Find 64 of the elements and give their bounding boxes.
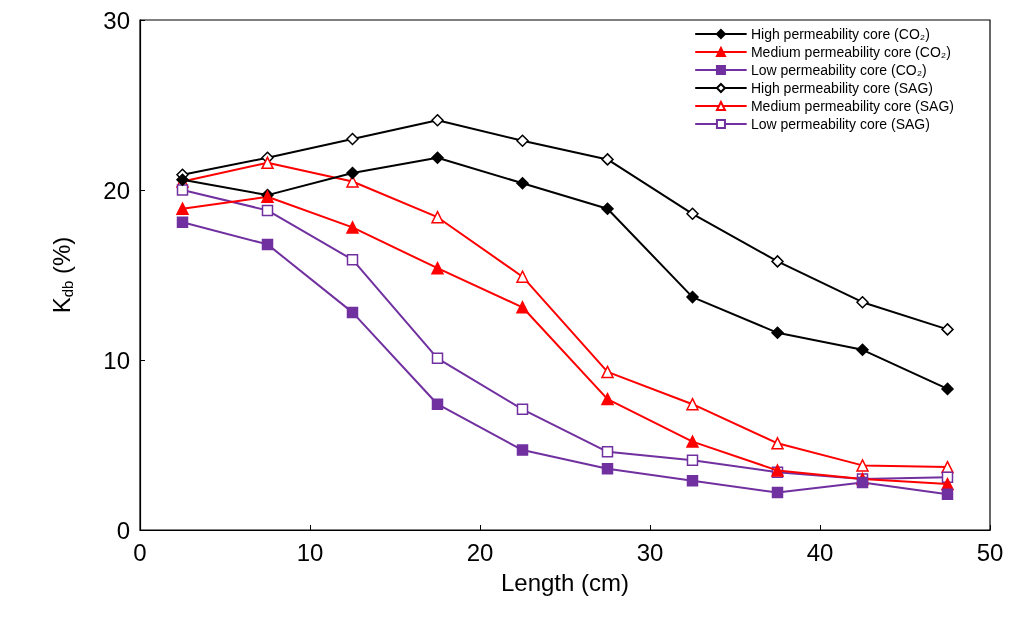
point bbox=[261, 204, 274, 217]
legend-label: High permeability core (CO₂) bbox=[750, 26, 930, 42]
point bbox=[516, 403, 529, 416]
x-tick-label: 40 bbox=[806, 538, 834, 566]
point bbox=[601, 392, 614, 406]
x-tick-label: 10 bbox=[296, 538, 324, 566]
point bbox=[856, 459, 869, 472]
point bbox=[261, 156, 274, 170]
point bbox=[686, 435, 699, 448]
point bbox=[771, 486, 784, 499]
point bbox=[516, 444, 529, 456]
point bbox=[346, 132, 359, 146]
point bbox=[431, 210, 444, 224]
x-tick-label: 20 bbox=[466, 538, 494, 566]
point bbox=[516, 176, 529, 190]
point bbox=[176, 202, 189, 215]
point bbox=[686, 474, 699, 487]
point bbox=[516, 270, 529, 283]
legend-label: High permeability core (SAG) bbox=[750, 80, 933, 96]
point bbox=[176, 184, 189, 196]
point bbox=[771, 326, 784, 340]
point bbox=[941, 488, 954, 501]
point bbox=[686, 290, 699, 304]
x-tick-label: 30 bbox=[636, 538, 664, 566]
point bbox=[261, 238, 274, 251]
x-tick-label: 0 bbox=[133, 538, 147, 566]
point bbox=[771, 255, 784, 268]
point bbox=[431, 398, 444, 410]
y-axis-title: Kdb (%) bbox=[48, 236, 76, 314]
point bbox=[431, 151, 444, 164]
x-axis-title: Length (cm) bbox=[500, 568, 630, 596]
y-tick-label: 20 bbox=[103, 176, 130, 204]
point bbox=[941, 382, 954, 396]
point bbox=[346, 253, 359, 266]
point bbox=[431, 352, 444, 365]
x-tick-label: 50 bbox=[976, 538, 1004, 566]
legend-label: Medium permeability core (CO₂) bbox=[750, 44, 951, 60]
point bbox=[601, 202, 614, 215]
point bbox=[346, 221, 359, 234]
point bbox=[601, 153, 614, 166]
legend-label: Low permeability core (SAG) bbox=[750, 116, 930, 132]
point bbox=[601, 463, 614, 475]
y-tick-label: 0 bbox=[116, 516, 130, 544]
point bbox=[686, 207, 699, 221]
point bbox=[686, 397, 699, 411]
point bbox=[431, 261, 444, 275]
point bbox=[431, 114, 444, 127]
point bbox=[601, 446, 614, 458]
point bbox=[941, 323, 954, 336]
legend-label: Medium permeability core (SAG) bbox=[750, 98, 954, 114]
point bbox=[516, 301, 529, 314]
y-tick-label: 30 bbox=[103, 6, 130, 34]
legend-label: Low permeability core (CO₂) bbox=[750, 62, 927, 78]
point bbox=[346, 166, 359, 180]
point bbox=[176, 216, 189, 229]
point bbox=[346, 306, 359, 319]
point bbox=[516, 134, 529, 147]
point bbox=[856, 476, 869, 489]
y-tick-label: 10 bbox=[103, 346, 130, 374]
point bbox=[686, 454, 699, 467]
point bbox=[601, 365, 614, 379]
point bbox=[856, 343, 869, 357]
point bbox=[856, 295, 869, 309]
point bbox=[771, 437, 784, 450]
